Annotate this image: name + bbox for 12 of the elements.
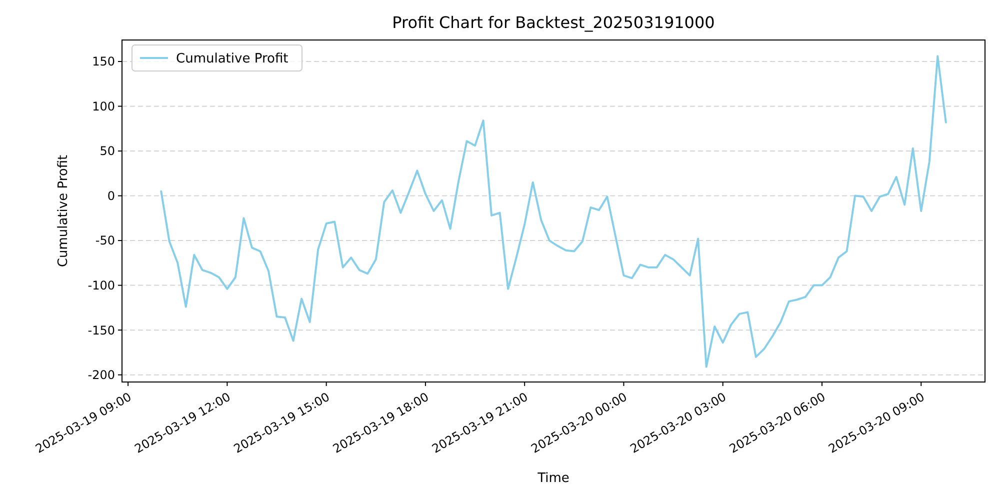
y-axis-title: Cumulative Profit [56, 154, 71, 268]
y-tick-label: 150 [92, 54, 115, 69]
y-tick-label: -100 [88, 278, 115, 293]
y-tick-label: 0 [107, 188, 115, 203]
y-tick-label: -150 [88, 323, 115, 338]
y-tick-label: 100 [92, 99, 115, 114]
x-axis-title: Time [536, 471, 570, 486]
chart-title: Profit Chart for Backtest_202503191000 [392, 13, 715, 32]
y-tick-label: -200 [88, 368, 115, 382]
legend-label: Cumulative Profit [176, 52, 288, 67]
y-tick-label: -50 [95, 234, 115, 248]
y-tick-label: 50 [100, 144, 115, 158]
